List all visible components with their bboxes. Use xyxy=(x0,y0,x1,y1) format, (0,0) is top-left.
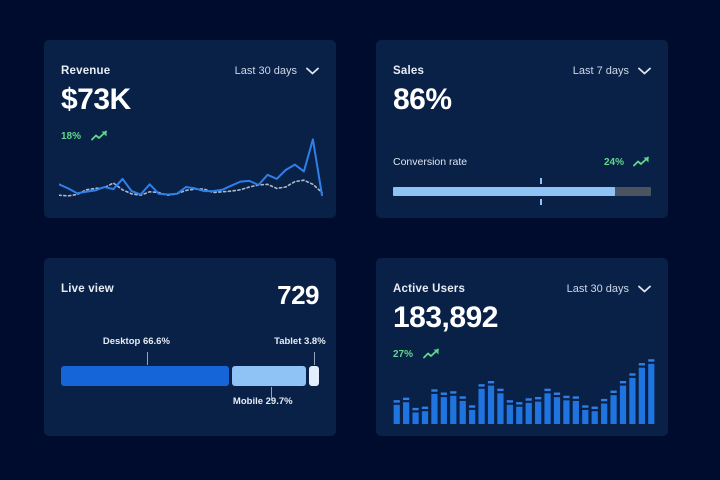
revenue-header: Revenue Last 30 days xyxy=(61,63,319,79)
device-segment-desktop[interactable] xyxy=(61,366,229,386)
progress-marker-top xyxy=(540,178,543,184)
device-split-bar xyxy=(61,366,319,386)
device-segment-mobile[interactable] xyxy=(231,366,307,386)
sales-value: 86% xyxy=(393,83,452,116)
active-users-range-selector[interactable]: Last 30 days xyxy=(567,283,651,295)
revenue-sparkline-chart xyxy=(59,130,324,208)
segment-tick-desktop xyxy=(146,352,148,365)
revenue-range-label: Last 30 days xyxy=(234,65,297,77)
sales-title: Sales xyxy=(393,65,425,77)
device-segment-tablet[interactable] xyxy=(309,366,319,386)
segment-label-mobile: Mobile 29.7% xyxy=(232,396,293,407)
sales-header: Sales Last 7 days xyxy=(393,63,651,79)
progress-track xyxy=(393,187,651,196)
conversion-progress-bar[interactable] xyxy=(393,178,651,205)
conversion-rate-label: Conversion rate xyxy=(393,156,468,168)
live-view-title: Live view xyxy=(61,283,114,295)
segment-label-desktop: Desktop 66.6% xyxy=(102,336,170,347)
trend-up-arrow-icon xyxy=(91,130,107,141)
chevron-down-icon xyxy=(306,67,319,75)
conversion-rate-value: 24% xyxy=(603,156,624,168)
chevron-down-icon xyxy=(638,67,651,75)
card-active-users: Active Users Last 30 days 183,892 27% xyxy=(376,258,668,436)
active-users-delta-value: 27% xyxy=(393,348,414,360)
sales-range-label: Last 7 days xyxy=(572,65,629,77)
device-split-chart: Desktop 66.6% Mobile 29.7% Tablet 3.8% xyxy=(61,318,326,414)
live-view-value: 729 xyxy=(277,280,319,310)
card-sales: Sales Last 7 days 86% Conversion rate 24… xyxy=(376,40,668,218)
revenue-title: Revenue xyxy=(61,65,111,77)
active-users-bar-chart xyxy=(392,352,656,424)
card-live-view: Live view 729 Desktop 66.6% Mobile 29.7%… xyxy=(44,258,336,436)
revenue-value: $73K xyxy=(61,83,131,116)
active-users-header: Active Users Last 30 days xyxy=(393,281,651,297)
conversion-rate-delta: 24% xyxy=(604,156,651,168)
dashboard-grid: Revenue Last 30 days $73K 18% Sales Las xyxy=(44,40,672,438)
active-users-delta: 27% xyxy=(393,348,441,360)
conversion-rate-row: Conversion rate 24% xyxy=(393,156,651,168)
active-users-value: 183,892 xyxy=(393,301,498,334)
segment-label-tablet: Tablet 3.8% xyxy=(274,336,326,347)
progress-marker-bottom xyxy=(540,199,543,205)
revenue-delta-value: 18% xyxy=(61,130,82,142)
active-users-title: Active Users xyxy=(393,283,466,295)
revenue-delta: 18% xyxy=(61,130,109,142)
active-users-range-label: Last 30 days xyxy=(566,283,629,295)
sales-range-selector[interactable]: Last 7 days xyxy=(573,65,651,77)
segment-tick-mobile xyxy=(270,387,272,399)
card-revenue: Revenue Last 30 days $73K 18% xyxy=(44,40,336,218)
trend-up-arrow-icon xyxy=(423,348,439,359)
trend-up-arrow-icon xyxy=(633,156,649,167)
revenue-range-selector[interactable]: Last 30 days xyxy=(235,65,319,77)
progress-fill xyxy=(393,187,615,196)
segment-tick-tablet xyxy=(314,352,316,365)
live-view-header: Live view xyxy=(61,281,319,297)
chevron-down-icon xyxy=(638,285,651,293)
